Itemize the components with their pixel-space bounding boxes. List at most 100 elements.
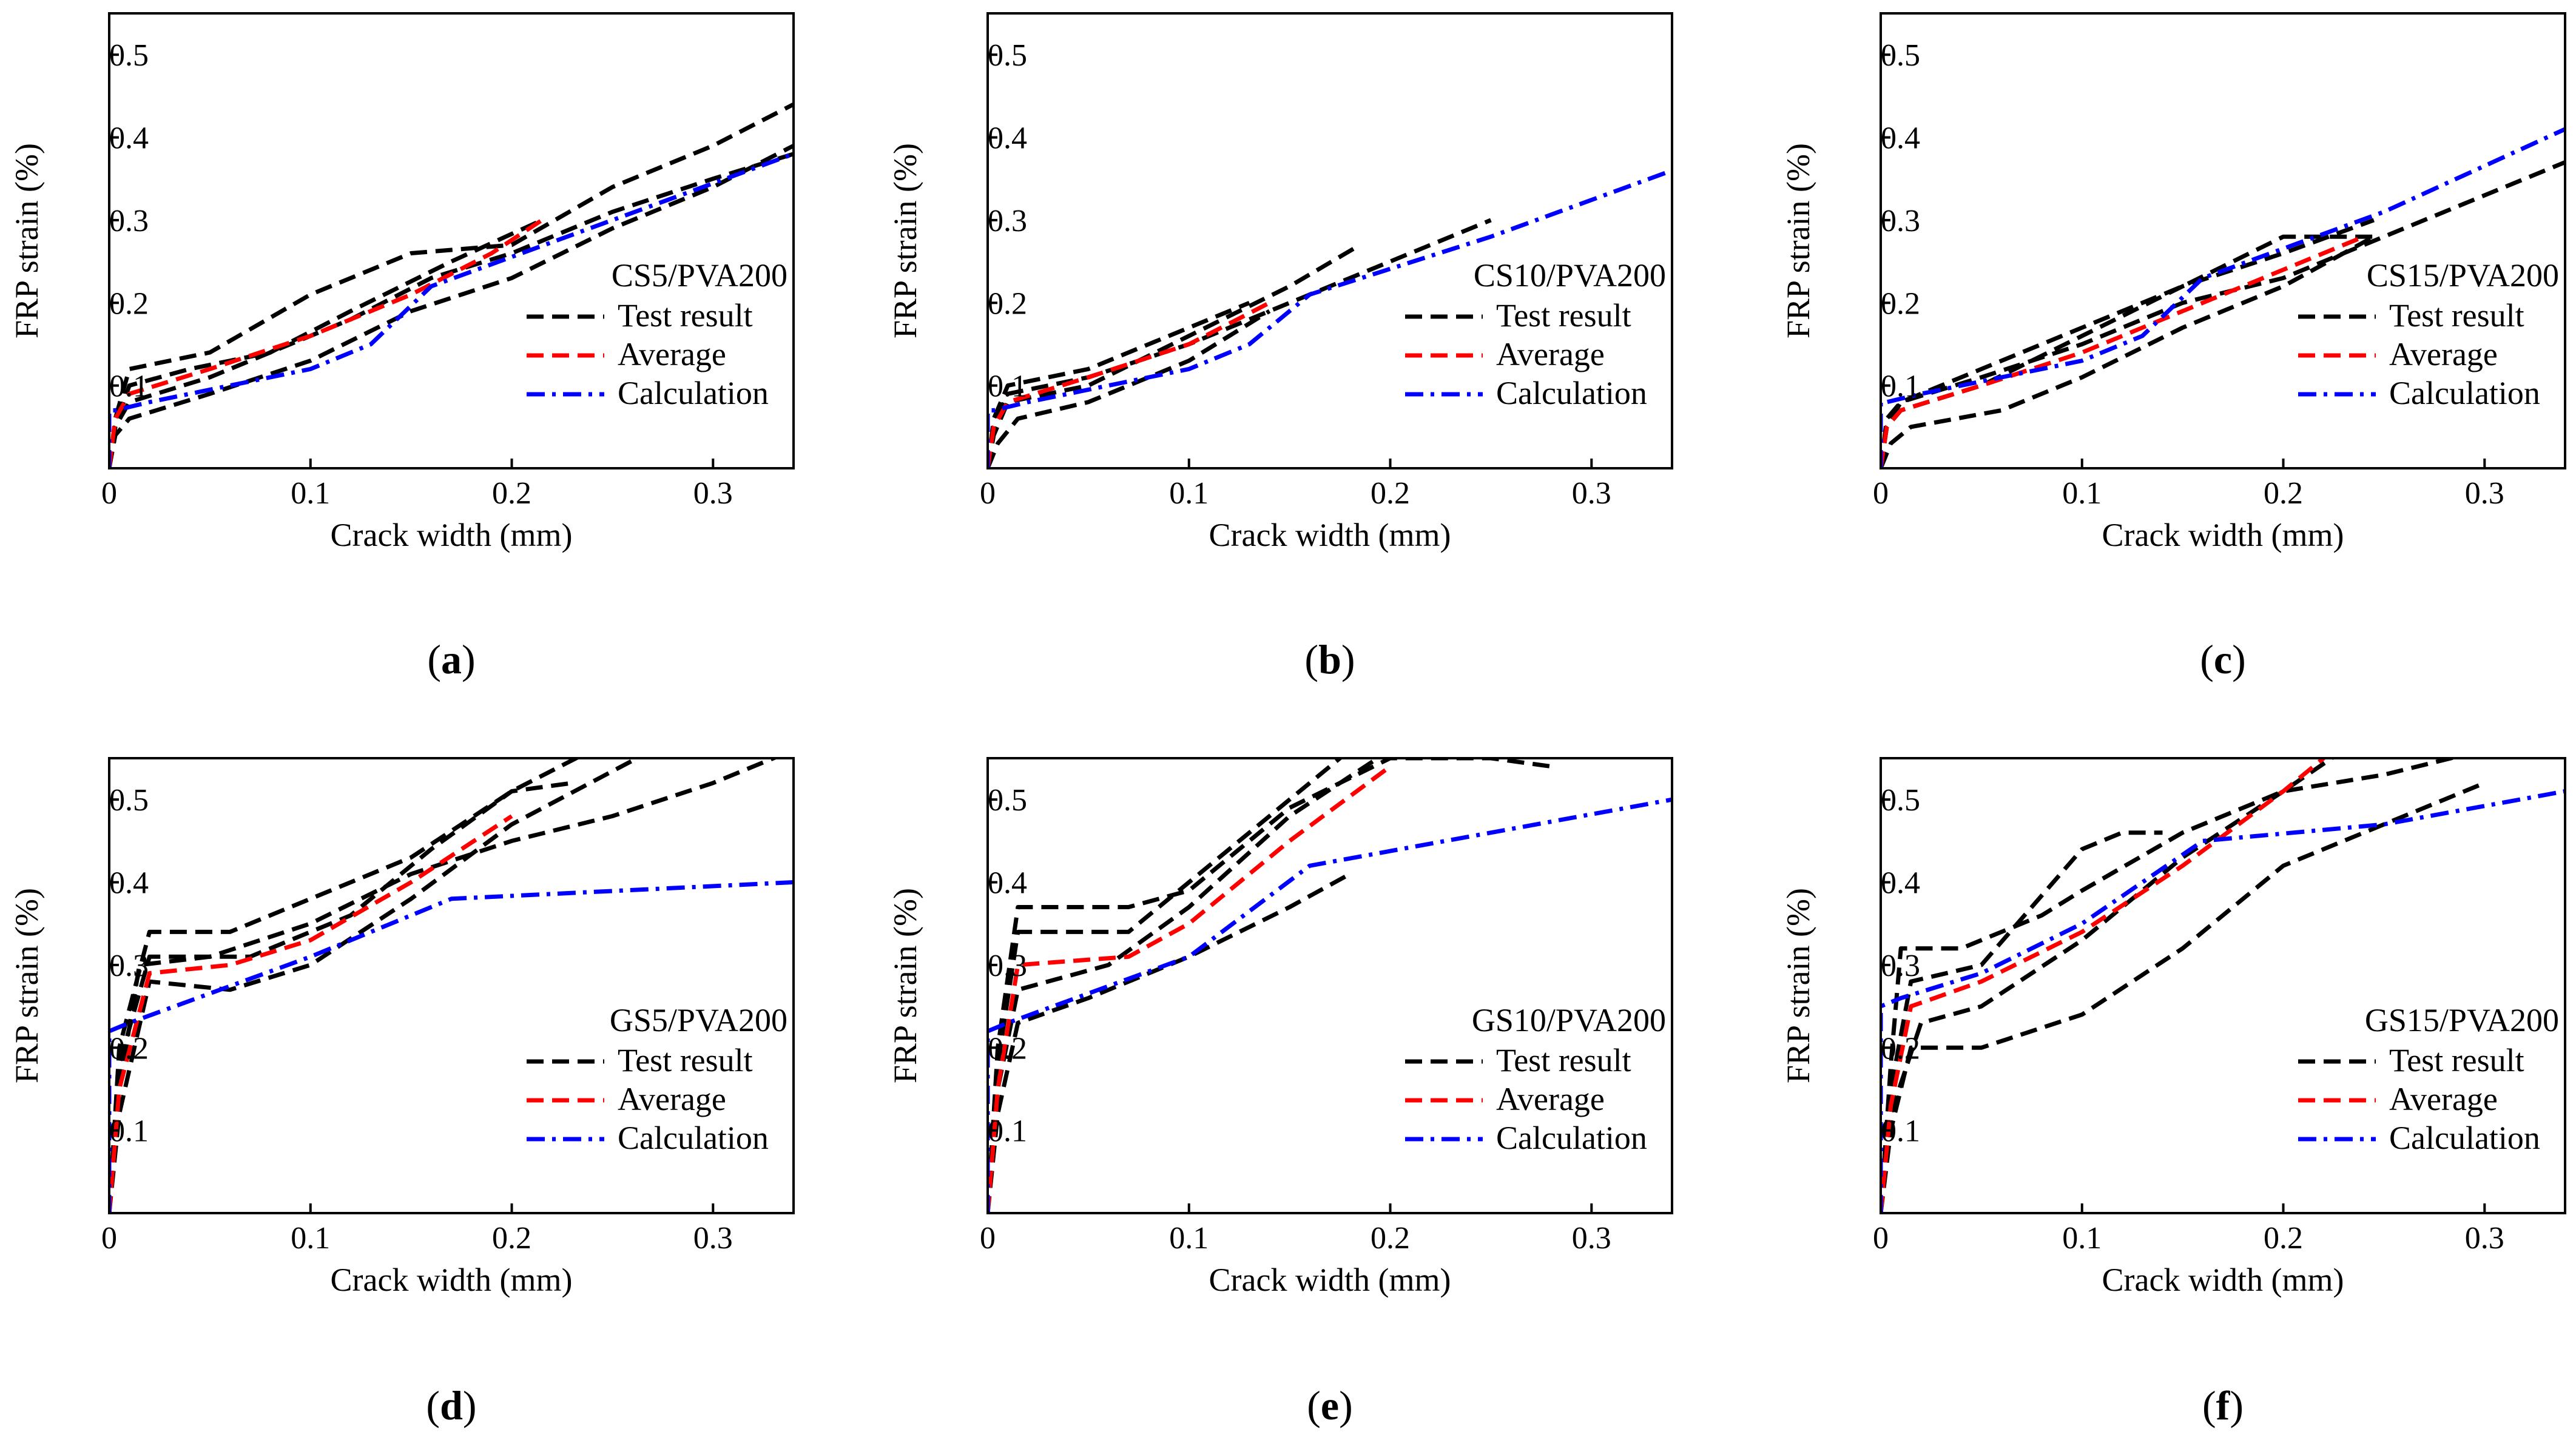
x-tick-label: 0.3	[1572, 1221, 1611, 1256]
series-line-average-4	[1881, 234, 2365, 468]
chart-panel-c: 0.1 0.2 0.3 0 0.1 0.2 0.3 0.4 0.5 Crack width (mm…	[1780, 12, 2566, 682]
series-line-average-4	[988, 301, 1271, 468]
panel-letter: c	[2214, 636, 2232, 682]
series-line-average-4	[1881, 758, 2327, 1213]
legend-item-average: Average	[527, 1081, 726, 1117]
chart-panel-b: 0.1 0.2 0.3 0 0.1 0.2 0.3 0.4 0.5 Crack width (mm…	[887, 12, 1673, 682]
legend-item-average: Average	[527, 336, 726, 372]
y-tick-label: 0.2	[988, 1031, 1027, 1066]
series-line-test-0	[1881, 758, 2460, 1213]
series-line-test-1	[1881, 781, 2486, 1213]
series-line-test-0	[988, 218, 1492, 468]
y-tick-label: 0.1	[1881, 369, 1920, 404]
y-axis-title: FRP strain (%)	[887, 888, 923, 1083]
series-line-test-1	[109, 758, 581, 1213]
plot-frame	[108, 12, 795, 469]
legend-label: Calculation	[1496, 375, 1647, 411]
legend-label: Average	[2389, 1081, 2498, 1117]
legend-label: Test result	[618, 297, 753, 334]
specimen-title: GS5/PVA200	[610, 1002, 787, 1038]
y-tick-label: 0.2	[1881, 286, 1920, 321]
series-line-calculation-5	[988, 168, 1672, 468]
y-axis-title: FRP strain (%)	[1780, 888, 1816, 1083]
y-tick-label: 0.5	[109, 38, 149, 73]
series-line-test-2	[109, 218, 543, 468]
series-line-calculation-5	[109, 152, 794, 468]
y-tick-label: 0.2	[1881, 1031, 1920, 1066]
x-tick-label-origin: 0	[1873, 476, 1889, 511]
legend-item-test-result: Test result	[527, 297, 753, 334]
x-tick-label-origin: 0	[980, 1221, 996, 1256]
legend-label: Average	[1496, 336, 1605, 372]
y-tick-label: 0.5	[109, 783, 149, 818]
y-tick-label: 0.5	[1881, 38, 1920, 73]
legend-item-average: Average	[1405, 1081, 1605, 1117]
y-axis-title: FRP strain (%)	[887, 143, 923, 338]
panel-letter: a	[441, 636, 462, 682]
panel-letter: f	[2216, 1382, 2231, 1428]
legend-label: Calculation	[2389, 375, 2540, 411]
x-tick-label: 0.3	[693, 1221, 733, 1256]
series-line-test-3	[1881, 234, 2374, 468]
legend-label: Test result	[618, 1042, 753, 1078]
series-line-test-0	[1881, 160, 2565, 468]
series-line-average-4	[109, 814, 513, 1213]
series-line-test-2	[1881, 235, 2375, 468]
x-tick-label-origin: 0	[101, 476, 117, 511]
legend-item-test-result: Test result	[2298, 297, 2524, 334]
series-line-test-2	[988, 758, 1382, 1213]
x-tick-label: 0.2	[1371, 1221, 1410, 1256]
legend-label: Test result	[1496, 1042, 1631, 1078]
x-tick-label-origin: 0	[980, 476, 996, 511]
series-line-calculation-5	[1881, 789, 2565, 1213]
panel-label: (b)	[1304, 636, 1355, 682]
legend-item-test-result: Test result	[1405, 1042, 1631, 1078]
legend-label: Test result	[2389, 297, 2524, 334]
y-tick-label: 0.5	[988, 38, 1027, 73]
legend-item-calculation: Calculation	[527, 1120, 769, 1156]
x-tick-label: 0.2	[492, 476, 531, 511]
x-axis-title: Crack width (mm)	[331, 517, 573, 553]
legend-label: Calculation	[1496, 1120, 1647, 1156]
chart-panel-a: 0.1 0.2 0.3 0 0.1 0.2 0.3 0.4 0.5 Crack width (mm…	[8, 12, 795, 682]
series-line-calculation-5	[988, 797, 1672, 1213]
panel-label: (e)	[1307, 1382, 1353, 1428]
y-tick-label: 0.4	[1881, 866, 1920, 901]
legend-item-average: Average	[2298, 1081, 2498, 1117]
plot-frame	[986, 12, 1673, 469]
y-tick-label: 0.4	[1881, 121, 1920, 156]
y-tick-label: 0.4	[988, 121, 1027, 156]
legend-label: Calculation	[618, 1120, 769, 1156]
y-tick-label: 0.2	[109, 1031, 149, 1066]
chart-panel-f: 0.1 0.2 0.3 0 0.1 0.2 0.3 0.4 0.5 Crack width (mm…	[1780, 757, 2566, 1428]
x-tick-label: 0.2	[1371, 476, 1410, 511]
series-line-test-3	[988, 872, 1351, 1213]
x-tick-label: 0.1	[1169, 476, 1209, 511]
panel-letter: e	[1321, 1382, 1339, 1428]
x-tick-label: 0.3	[2465, 1221, 2504, 1256]
legend-item-test-result: Test result	[1405, 297, 1631, 334]
series-line-test-0	[988, 758, 1552, 1213]
specimen-title: GS15/PVA200	[2365, 1002, 2559, 1038]
x-tick-label: 0.3	[1572, 476, 1611, 511]
legend-label: Test result	[2389, 1042, 2524, 1078]
y-tick-label: 0.4	[109, 866, 149, 901]
y-tick-label: 0.3	[109, 204, 149, 238]
y-tick-label: 0.1	[988, 1114, 1027, 1149]
series-line-test-3	[109, 758, 642, 1213]
x-tick-label: 0.1	[1169, 1221, 1209, 1256]
x-axis-title: Crack width (mm)	[1209, 1262, 1451, 1298]
y-axis-title: FRP strain (%)	[1780, 143, 1816, 338]
series-line-calculation-5	[109, 880, 794, 1213]
x-tick-label-origin: 0	[1873, 1221, 1889, 1256]
series-line-test-1	[988, 243, 1361, 468]
legend-label: Test result	[1496, 297, 1631, 334]
series-line-average-4	[109, 218, 544, 468]
specimen-title: CS10/PVA200	[1474, 257, 1666, 294]
y-tick-label: 0.1	[988, 369, 1027, 404]
x-tick-label: 0.1	[2062, 476, 2102, 511]
y-tick-label: 0.1	[109, 1114, 149, 1149]
specimen-title: GS10/PVA200	[1472, 1002, 1666, 1038]
